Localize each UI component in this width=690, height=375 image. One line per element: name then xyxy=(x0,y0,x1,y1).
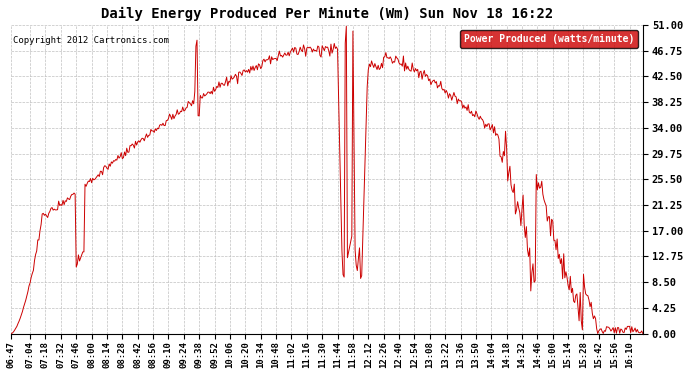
Legend: Power Produced (watts/minute): Power Produced (watts/minute) xyxy=(460,30,638,48)
Text: Copyright 2012 Cartronics.com: Copyright 2012 Cartronics.com xyxy=(12,36,168,45)
Title: Daily Energy Produced Per Minute (Wm) Sun Nov 18 16:22: Daily Energy Produced Per Minute (Wm) Su… xyxy=(101,7,553,21)
